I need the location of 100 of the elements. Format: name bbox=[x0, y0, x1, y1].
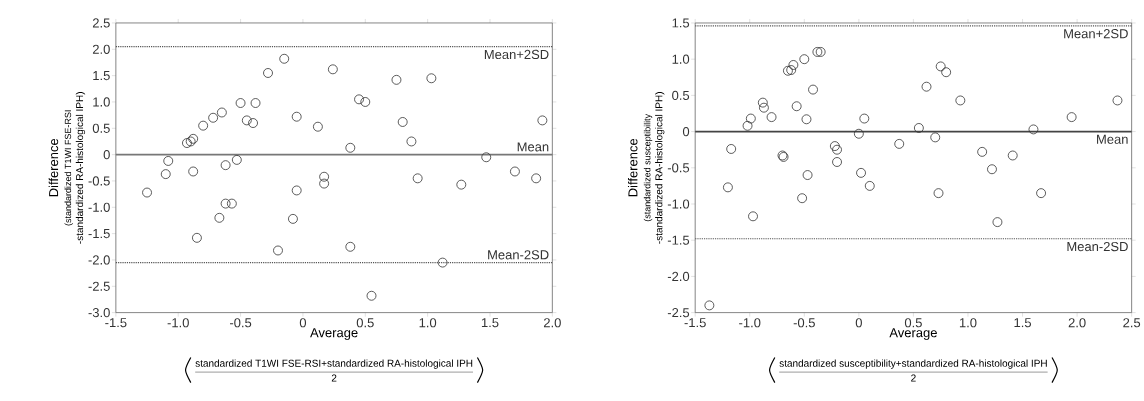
x-tick-label: -1.5 bbox=[684, 318, 706, 328]
point bbox=[481, 152, 492, 163]
y-tick-label: -0.5 bbox=[667, 163, 690, 173]
point bbox=[531, 173, 542, 184]
x-tick-label: -1.0 bbox=[167, 318, 189, 328]
y-tick-label: 1.5 bbox=[672, 18, 690, 28]
point bbox=[192, 233, 202, 243]
point bbox=[456, 179, 467, 190]
point bbox=[327, 64, 338, 75]
point bbox=[935, 61, 946, 72]
point bbox=[783, 66, 793, 76]
text: -standardized RA-histological IPH) bbox=[655, 92, 665, 244]
point bbox=[182, 138, 192, 149]
point bbox=[279, 54, 290, 64]
point bbox=[801, 114, 812, 125]
point bbox=[319, 178, 330, 189]
point bbox=[214, 213, 225, 223]
point bbox=[510, 166, 520, 177]
point bbox=[437, 257, 448, 268]
point bbox=[745, 113, 756, 124]
y-tick-label: 0.5 bbox=[672, 91, 690, 101]
point bbox=[216, 107, 227, 118]
point bbox=[987, 164, 997, 175]
point bbox=[250, 98, 261, 109]
x-tick-label: 1.0 bbox=[419, 318, 437, 328]
y-tick-label: -2.0 bbox=[88, 255, 110, 265]
x-tick-label: -1.5 bbox=[105, 318, 127, 328]
point bbox=[391, 75, 402, 85]
point bbox=[759, 103, 769, 113]
x-tick-label: 0 bbox=[299, 318, 307, 328]
point bbox=[802, 170, 813, 181]
point bbox=[921, 82, 932, 92]
x-tick-label: 0.5 bbox=[356, 318, 374, 328]
ref-line-label: Mean-2SD bbox=[488, 250, 549, 260]
point bbox=[941, 67, 952, 78]
point bbox=[1112, 95, 1123, 106]
point bbox=[291, 112, 302, 122]
y-tick-label: 1.0 bbox=[93, 97, 110, 107]
x-tick-label: 2.0 bbox=[543, 318, 561, 328]
point bbox=[354, 94, 364, 105]
point bbox=[360, 97, 371, 108]
point bbox=[955, 95, 966, 106]
y-tick-label: 2.5 bbox=[92, 18, 110, 28]
point bbox=[366, 291, 377, 301]
x-tick-label: 0.5 bbox=[904, 318, 922, 328]
text: standardized susceptibility+standardized RA-histological IPH bbox=[779, 359, 1047, 370]
y-tick-label: 1.0 bbox=[672, 54, 690, 65]
y-tick-label: -1.5 bbox=[88, 229, 110, 239]
point bbox=[198, 121, 209, 131]
point bbox=[406, 136, 417, 147]
y-tick-label: 2.0 bbox=[92, 44, 110, 55]
point bbox=[808, 84, 818, 95]
point bbox=[799, 54, 810, 65]
y-tick-label: -0.5 bbox=[88, 176, 110, 186]
y-tick-label: 0 bbox=[682, 127, 690, 137]
point bbox=[894, 139, 905, 150]
point bbox=[913, 123, 924, 134]
point bbox=[208, 113, 219, 123]
point bbox=[231, 155, 242, 166]
y-tick-label: -2.0 bbox=[667, 272, 690, 282]
x-tick-label: 1.5 bbox=[1014, 318, 1032, 328]
y-tick-label: 1.5 bbox=[93, 71, 110, 81]
point bbox=[1036, 188, 1046, 199]
point bbox=[426, 73, 437, 84]
point bbox=[313, 122, 323, 132]
point bbox=[797, 193, 808, 204]
y-tick-label: -1.0 bbox=[88, 202, 110, 213]
x-tick-label: 2.0 bbox=[1068, 318, 1086, 328]
point bbox=[853, 129, 864, 139]
point bbox=[319, 172, 330, 182]
text: -standardized RA-histological IPH) bbox=[75, 92, 86, 244]
point bbox=[742, 121, 753, 131]
x-tick-label: 1.5 bbox=[481, 318, 499, 328]
point bbox=[864, 181, 875, 192]
point bbox=[235, 98, 246, 109]
point bbox=[788, 60, 799, 71]
y-tick-label: 0 bbox=[103, 150, 110, 160]
y-tick-label: -1.0 bbox=[667, 199, 690, 209]
point bbox=[412, 173, 423, 184]
x-tick-label: 1.0 bbox=[959, 318, 977, 328]
point bbox=[345, 143, 356, 153]
point bbox=[859, 113, 870, 124]
point bbox=[273, 245, 283, 256]
point bbox=[977, 147, 988, 157]
ref-line-label: Mean bbox=[1097, 135, 1128, 145]
point bbox=[226, 198, 237, 209]
text: standardized T1WI FSE-RSI+standardized RA-histological IPH bbox=[195, 359, 473, 370]
x-tick-label: 0 bbox=[855, 318, 862, 328]
point bbox=[220, 198, 231, 209]
text: 2 bbox=[911, 374, 916, 382]
point bbox=[786, 65, 797, 76]
point bbox=[220, 160, 231, 171]
x-tick-label: -0.5 bbox=[229, 318, 252, 328]
ref-line-label: Mean+2SD bbox=[484, 50, 549, 60]
ref-line-label: Mean bbox=[517, 142, 549, 152]
text: (standardized susceptibility bbox=[643, 114, 653, 222]
y-tick-label: 0.5 bbox=[92, 123, 110, 134]
point bbox=[726, 144, 737, 155]
point bbox=[291, 185, 302, 196]
point bbox=[537, 115, 548, 126]
